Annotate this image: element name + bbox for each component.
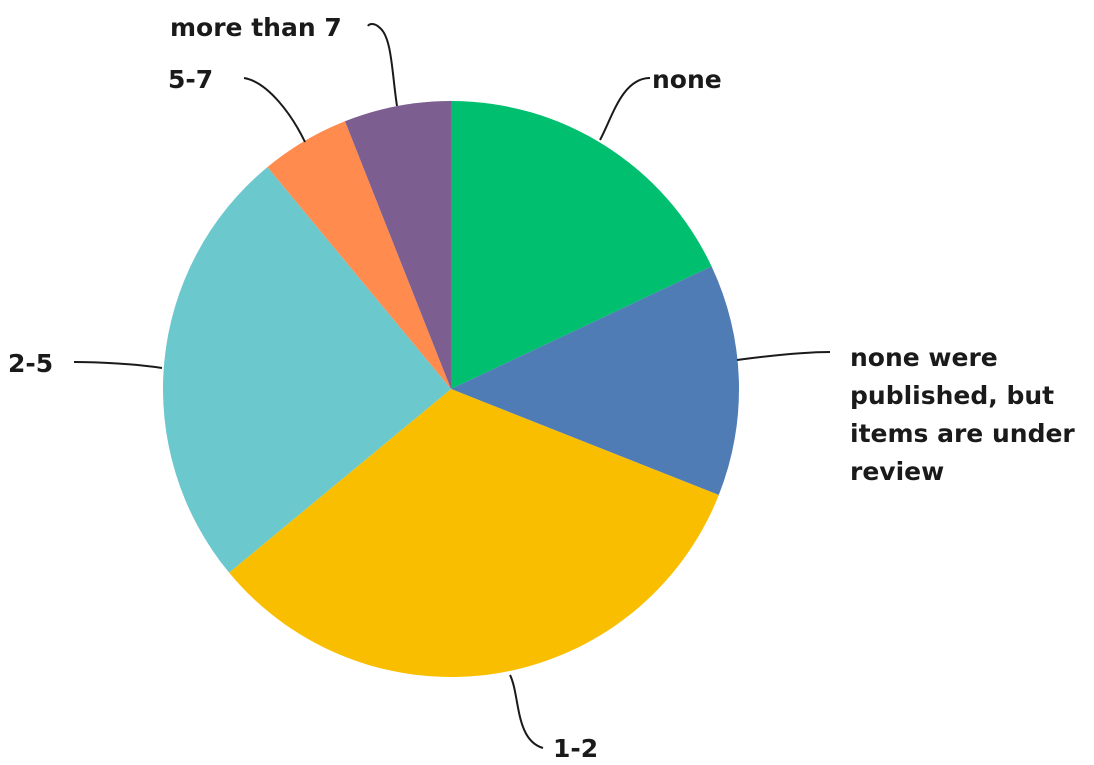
slice-label-line: none were (850, 343, 998, 372)
pie-slice-1-2 (229, 389, 719, 678)
slice-label-line: published, but (850, 381, 1054, 410)
leader-line-2-5 (73, 361, 163, 369)
slice-label-1-2: 1-2 (553, 734, 598, 763)
pie-slice-more-than-7 (344, 101, 451, 389)
slice-label-line: review (850, 457, 944, 486)
leader-line-none (599, 77, 651, 141)
slice-label-5-7: 5-7 (168, 65, 213, 94)
slice-label-none-were-published: none were published, but items are under… (850, 343, 1083, 486)
leader-line-none-were-published (736, 351, 831, 361)
pie-slice-none-were-published-but-items-are-under-review (451, 266, 740, 496)
pie-slice-5-7 (267, 121, 451, 389)
pie-slice-none (451, 101, 712, 389)
pie-slice-2-5 (162, 167, 451, 573)
leader-lines (73, 23, 831, 749)
leader-line-5-7 (243, 77, 306, 143)
slice-label-none: none (652, 65, 722, 94)
pie-slices (162, 101, 740, 678)
slice-label-more-than-7: more than 7 (170, 13, 342, 42)
slice-label-2-5: 2-5 (8, 349, 53, 378)
slice-labels: none none were published, but items are … (8, 13, 1083, 763)
leader-line-1-2 (509, 674, 544, 749)
leader-line-more-than-7 (367, 23, 398, 107)
slice-label-line: items are under (850, 419, 1075, 448)
